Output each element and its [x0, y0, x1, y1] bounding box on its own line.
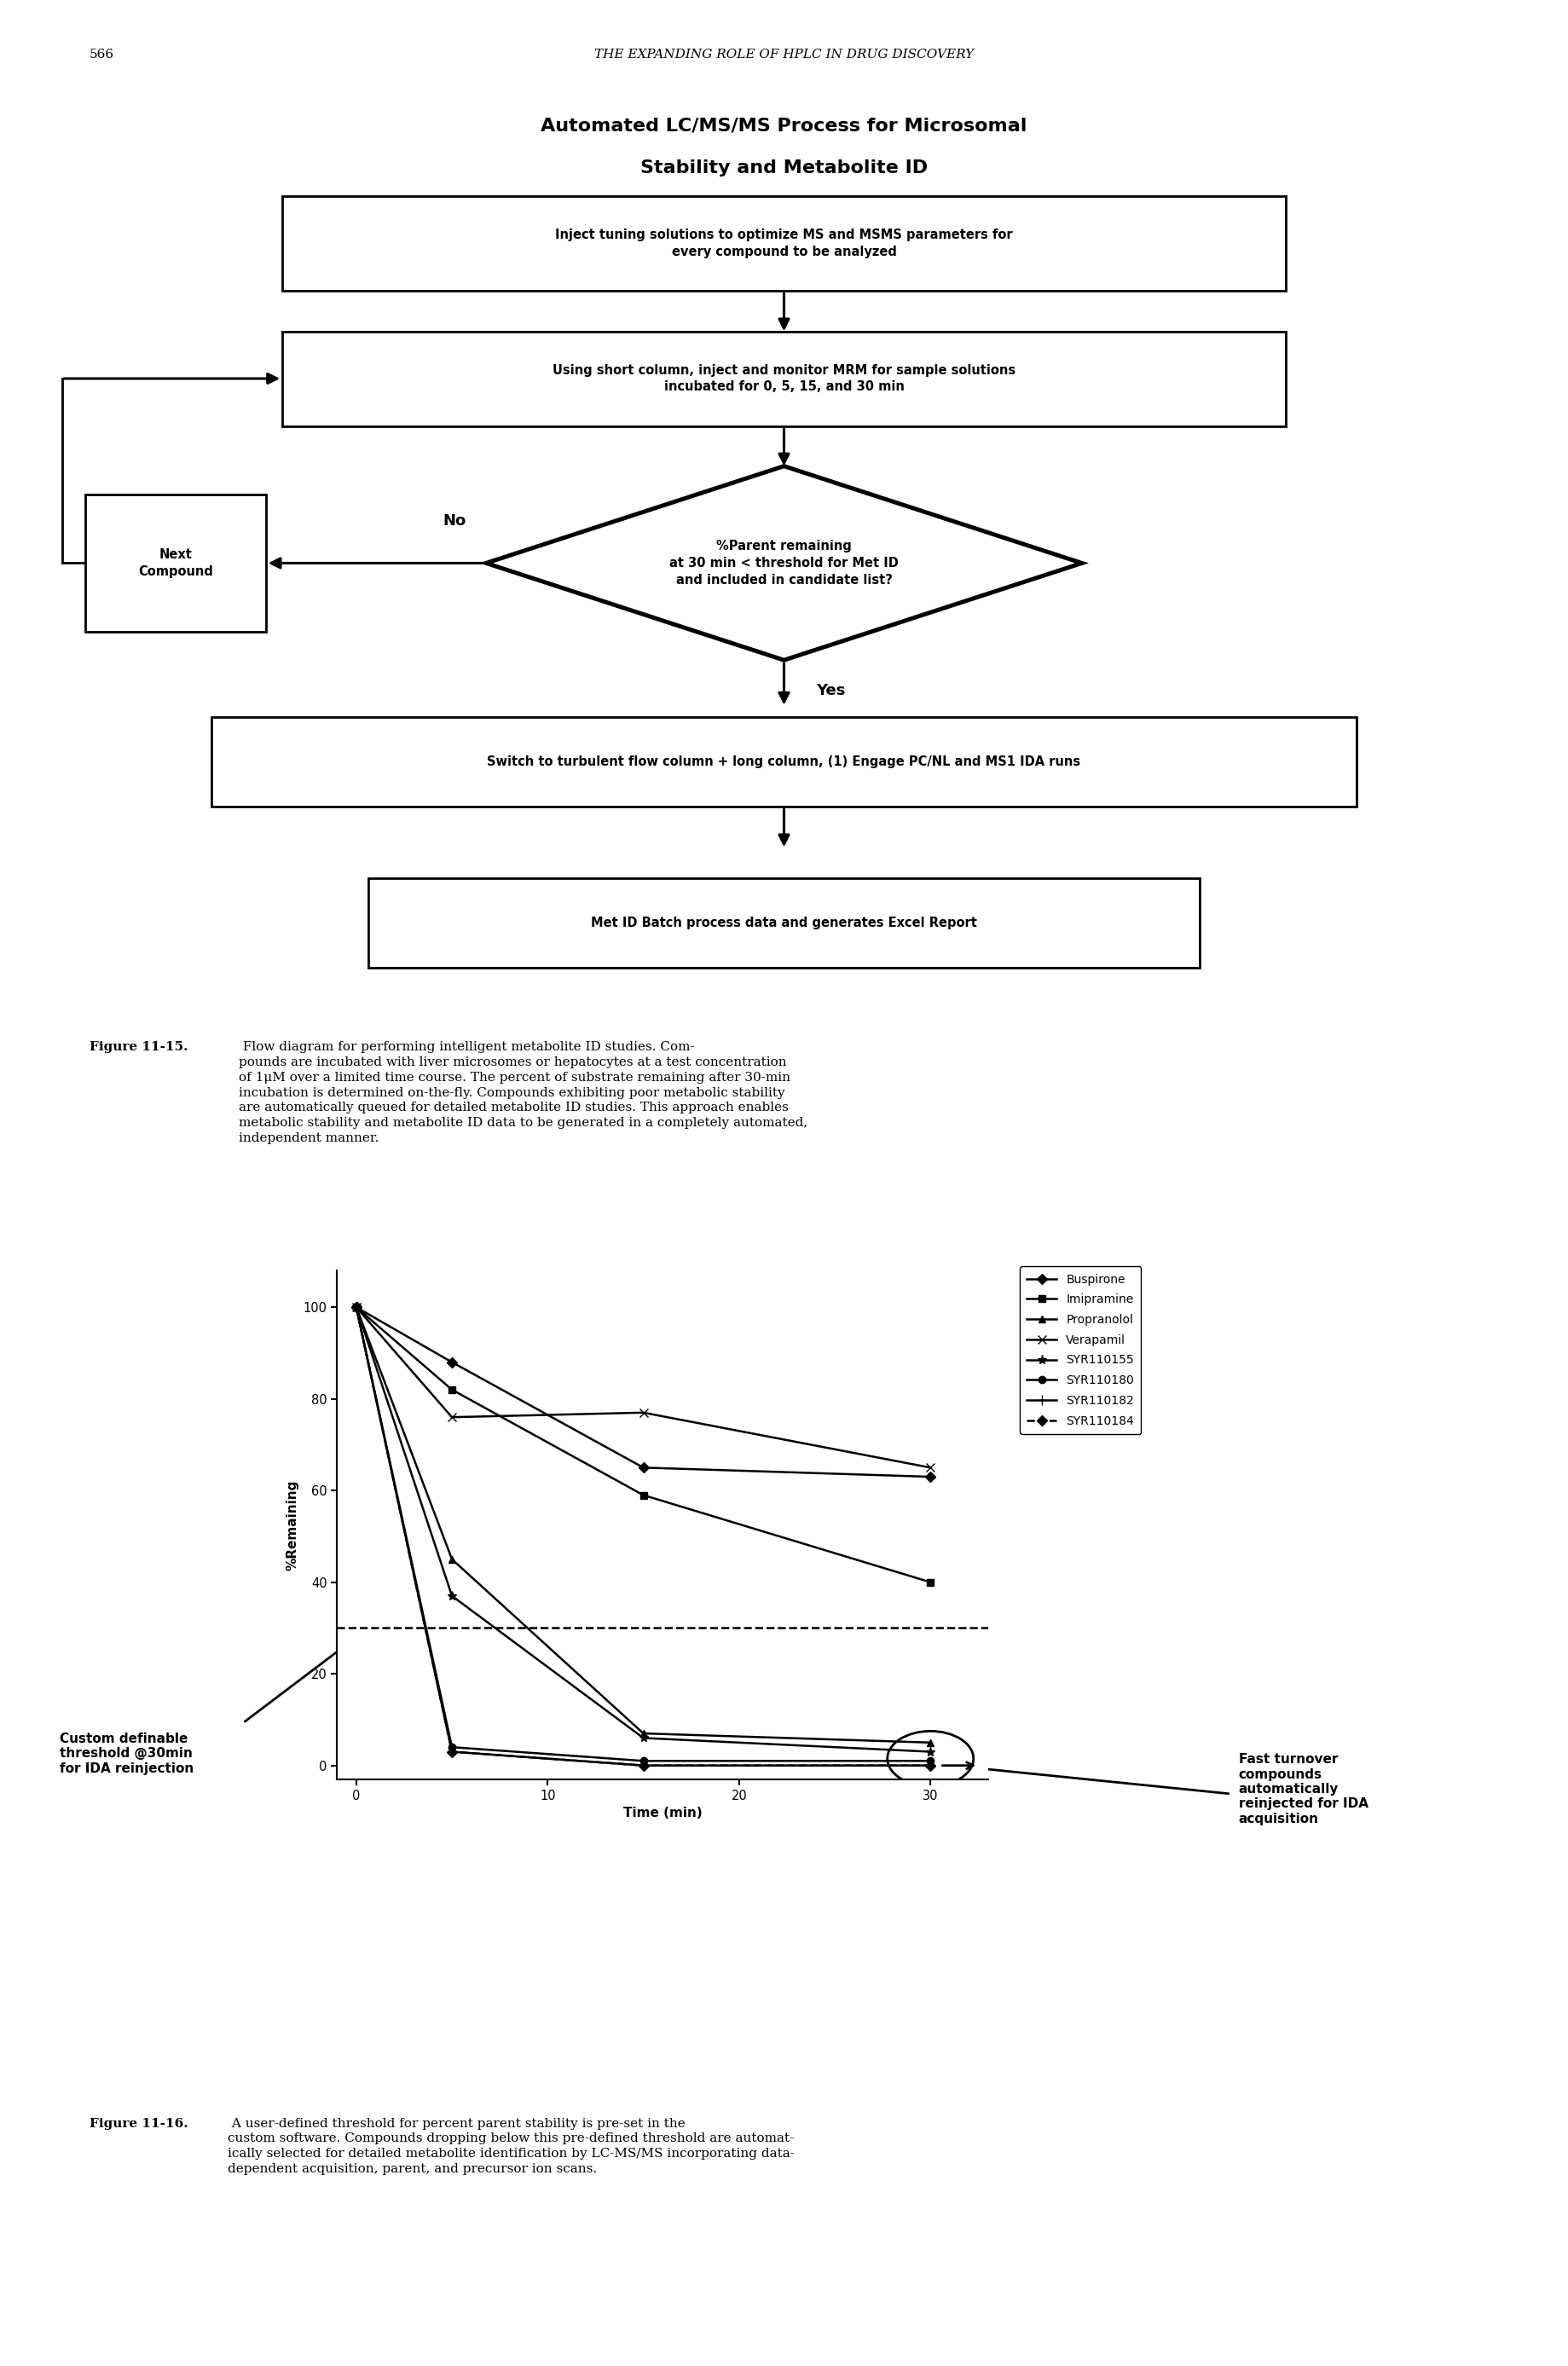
Buspirone [347, 1292, 365, 1320]
Imipramine [442, 1375, 461, 1403]
Legend: Buspirone, Imipramine, Propranolol, Verapamil, SYR110155, SYR110180, SYR110182, : Buspirone, Imipramine, Propranolol, Vera… [1019, 1266, 1142, 1434]
SYR110184 [347, 1292, 365, 1320]
SYR110155 [920, 1737, 939, 1765]
FancyBboxPatch shape [368, 878, 1200, 968]
Propranolol [633, 1720, 652, 1748]
Text: Switch to turbulent flow column + long column, (1) Engage PC/NL and MS1 IDA runs: Switch to turbulent flow column + long c… [488, 755, 1080, 769]
Text: Figure 11-16.: Figure 11-16. [89, 2118, 188, 2129]
Propranolol [347, 1292, 365, 1320]
SYR110180 [920, 1746, 939, 1774]
SYR110182 [347, 1292, 365, 1320]
Text: Figure 11-15.: Figure 11-15. [89, 1041, 188, 1053]
Line: Verapamil: Verapamil [353, 1304, 935, 1472]
Text: Using short column, inject and monitor MRM for sample solutions
incubated for 0,: Using short column, inject and monitor M… [552, 364, 1016, 393]
Buspirone [633, 1453, 652, 1481]
Text: Automated LC/MS/MS Process for Microsomal: Automated LC/MS/MS Process for Microsoma… [541, 116, 1027, 135]
SYR110155 [442, 1583, 461, 1611]
Line: SYR110184: SYR110184 [353, 1304, 935, 1770]
Propranolol [920, 1730, 939, 1758]
FancyBboxPatch shape [85, 494, 267, 632]
SYR110180 [633, 1746, 652, 1774]
Line: Buspirone: Buspirone [353, 1304, 935, 1481]
Text: %Parent remaining
at 30 min < threshold for Met ID
and included in candidate lis: %Parent remaining at 30 min < threshold … [670, 539, 898, 587]
Text: Met ID Batch process data and generates Excel Report: Met ID Batch process data and generates … [591, 916, 977, 930]
Text: No: No [444, 513, 466, 528]
SYR110180 [442, 1732, 461, 1760]
FancyBboxPatch shape [282, 196, 1286, 291]
Verapamil [442, 1403, 461, 1431]
Line: Imipramine: Imipramine [353, 1304, 935, 1585]
Buspirone [920, 1462, 939, 1491]
Text: Inject tuning solutions to optimize MS and MSMS parameters for
every compound to: Inject tuning solutions to optimize MS a… [555, 230, 1013, 258]
Propranolol [442, 1545, 461, 1573]
Verapamil [633, 1398, 652, 1427]
SYR110155 [633, 1725, 652, 1753]
Text: Next
Compound: Next Compound [138, 549, 213, 577]
Text: Fast turnover
compounds
automatically
reinjected for IDA
acquisition: Fast turnover compounds automatically re… [1239, 1753, 1369, 1824]
Line: SYR110180: SYR110180 [353, 1304, 935, 1765]
Imipramine [347, 1292, 365, 1320]
Text: A user-defined threshold for percent parent stability is pre-set in the
custom s: A user-defined threshold for percent par… [227, 2118, 795, 2174]
Text: THE EXPANDING ROLE OF HPLC IN DRUG DISCOVERY: THE EXPANDING ROLE OF HPLC IN DRUG DISCO… [594, 47, 974, 62]
Text: Custom definable
threshold @30min
for IDA reinjection: Custom definable threshold @30min for ID… [60, 1732, 194, 1774]
Imipramine [633, 1481, 652, 1510]
FancyBboxPatch shape [282, 331, 1286, 426]
Y-axis label: %Remaining: %Remaining [285, 1479, 298, 1571]
SYR110184 [442, 1737, 461, 1765]
SYR110184 [920, 1751, 939, 1779]
Line: Propranolol: Propranolol [353, 1304, 935, 1746]
SYR110182 [633, 1751, 652, 1779]
Text: Yes: Yes [817, 684, 845, 698]
Text: Stability and Metabolite ID: Stability and Metabolite ID [640, 159, 928, 177]
SYR110184 [633, 1751, 652, 1779]
Buspirone [442, 1349, 461, 1377]
SYR110180 [347, 1292, 365, 1320]
Polygon shape [486, 466, 1082, 660]
Verapamil [920, 1453, 939, 1481]
FancyBboxPatch shape [212, 717, 1356, 807]
X-axis label: Time (min): Time (min) [622, 1808, 702, 1819]
Line: SYR110155: SYR110155 [351, 1301, 935, 1756]
Line: SYR110182: SYR110182 [351, 1301, 935, 1770]
SYR110182 [442, 1737, 461, 1765]
Verapamil [347, 1292, 365, 1320]
SYR110155 [347, 1292, 365, 1320]
Text: Flow diagram for performing intelligent metabolite ID studies. Com-
pounds are i: Flow diagram for performing intelligent … [238, 1041, 808, 1145]
Imipramine [920, 1569, 939, 1597]
Text: 566: 566 [89, 47, 114, 62]
SYR110182 [920, 1751, 939, 1779]
